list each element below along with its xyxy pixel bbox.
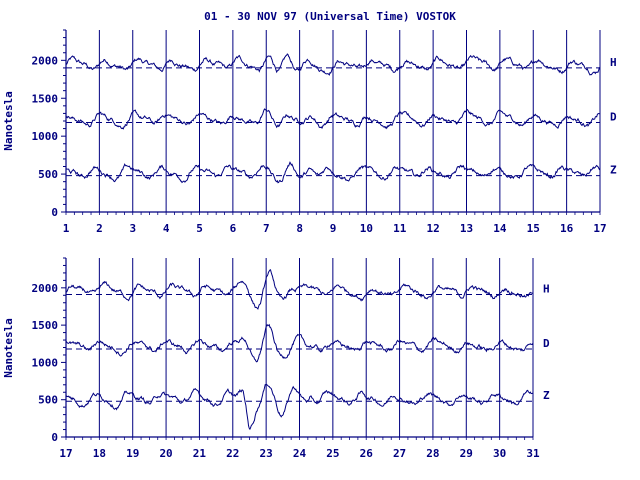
series-label-D: D: [610, 111, 617, 124]
x-tick-label: 15: [527, 222, 540, 235]
x-tick-label: 26: [360, 447, 374, 460]
x-tick-label: 11: [393, 222, 407, 235]
x-tick-label: 1: [63, 222, 70, 235]
x-tick-label: 16: [560, 222, 574, 235]
x-tick-label: 30: [493, 447, 506, 460]
x-tick-label: 10: [360, 222, 373, 235]
y-axis-label: Nanotesla: [2, 318, 15, 378]
x-tick-label: 4: [163, 222, 170, 235]
y-tick-label: 2000: [32, 282, 59, 295]
x-tick-label: 22: [226, 447, 239, 460]
y-tick-label: 2000: [32, 54, 59, 67]
series-label-H: H: [610, 56, 617, 69]
x-tick-label: 13: [460, 222, 473, 235]
x-tick-label: 17: [59, 447, 72, 460]
x-tick-label: 21: [193, 447, 207, 460]
x-tick-label: 27: [393, 447, 406, 460]
x-tick-label: 23: [260, 447, 273, 460]
trace-H: [65, 53, 601, 76]
x-tick-label: 25: [326, 447, 339, 460]
trace-Z: [65, 383, 534, 431]
y-tick-label: 1500: [32, 92, 59, 105]
x-tick-label: 7: [263, 222, 270, 235]
x-tick-label: 28: [426, 447, 439, 460]
y-tick-label: 0: [51, 431, 58, 444]
y-tick-label: 1000: [32, 130, 59, 143]
y-tick-label: 1000: [32, 356, 59, 369]
x-tick-label: 3: [129, 222, 136, 235]
x-tick-label: 18: [93, 447, 106, 460]
bottom-panel: 0 500 1000 1500 2000 Nanotesla 17 18 19 20 21 22 23 2…: [2, 257, 550, 460]
y-tick-label: 500: [38, 394, 58, 407]
y-axis-label: Nanotesla: [2, 91, 15, 151]
x-tick-label: 5: [196, 222, 203, 235]
series-label-H: H: [543, 283, 550, 296]
chart-title: 01 - 30 NOV 97 (Universal Time) VOSTOK: [204, 10, 456, 23]
x-tick-label: 17: [593, 222, 606, 235]
y-tick-label: 500: [38, 168, 58, 181]
x-tick-label: 31: [526, 447, 540, 460]
x-tick-label: 19: [126, 447, 139, 460]
trace-D: [65, 108, 600, 130]
x-tick-label: 14: [493, 222, 507, 235]
trace-Z: [65, 161, 601, 184]
x-tick-label: 9: [330, 222, 337, 235]
series-label-D: D: [543, 337, 550, 350]
y-tick-label: 1500: [32, 319, 59, 332]
series-label-Z: Z: [610, 164, 617, 177]
trace-D: [65, 323, 534, 363]
x-tick-label: 12: [427, 222, 440, 235]
x-tick-label: 29: [460, 447, 473, 460]
x-tick-label: 24: [293, 447, 307, 460]
trace-H: [65, 269, 534, 310]
series-label-Z: Z: [543, 389, 550, 402]
x-tick-label: 8: [296, 222, 303, 235]
x-tick-label: 2: [96, 222, 103, 235]
x-tick-label: 6: [230, 222, 237, 235]
y-tick-label: 0: [51, 206, 58, 219]
x-tick-label: 20: [159, 447, 172, 460]
